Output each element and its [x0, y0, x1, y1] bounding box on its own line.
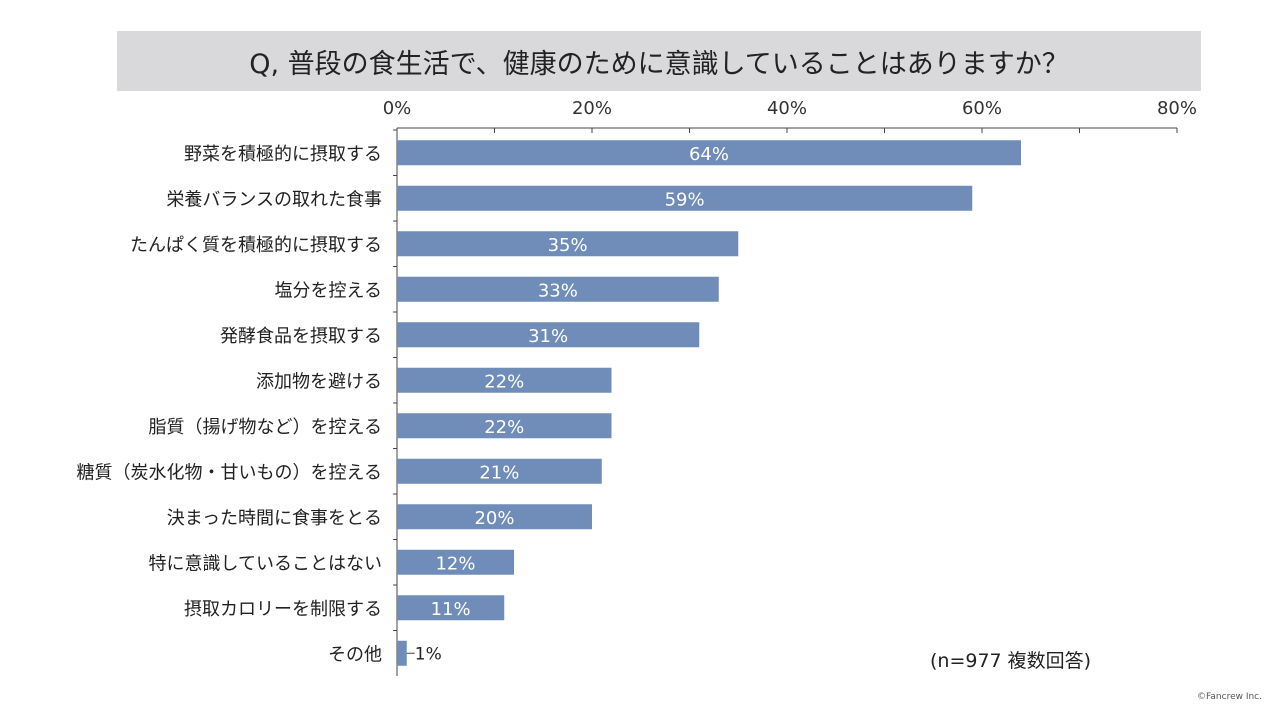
- category-label: 決まった時間に食事をとる: [167, 508, 382, 529]
- copyright: ©Fancrew Inc.: [1197, 692, 1262, 702]
- category-label: 発酵食品を摂取する: [220, 326, 382, 347]
- bar: [397, 595, 505, 621]
- value-label: 12%: [435, 553, 475, 574]
- bar: [397, 640, 407, 666]
- value-label: 21%: [479, 462, 519, 483]
- category-label: 栄養バランスの取れた食事: [166, 189, 382, 210]
- value-label: 35%: [548, 235, 588, 256]
- bar: [397, 504, 592, 530]
- category-label: その他: [328, 644, 382, 665]
- value-label: 20%: [474, 508, 514, 529]
- x-tick-label: 60%: [962, 98, 1002, 119]
- bar: [397, 549, 514, 575]
- bar: [397, 140, 1021, 166]
- value-label: 31%: [528, 326, 568, 347]
- value-label: 59%: [665, 189, 705, 210]
- x-tick-label: 0%: [383, 98, 412, 119]
- sample-note: (n=977 複数回答): [930, 650, 1092, 672]
- bar: [397, 367, 612, 393]
- value-label: 64%: [689, 144, 729, 165]
- category-label: 脂質（揚げ物など）を控える: [149, 417, 382, 438]
- category-label: 野菜を積極的に摂取する: [184, 144, 382, 165]
- bar: [397, 231, 739, 257]
- value-label: 1%: [415, 644, 442, 664]
- x-tick-label: 80%: [1157, 98, 1197, 119]
- category-label: たんぱく質を積極的に摂取する: [130, 235, 382, 256]
- value-label: 22%: [484, 417, 524, 438]
- value-label: 22%: [484, 371, 524, 392]
- value-label: 11%: [431, 599, 471, 620]
- chart-title: Q, 普段の食生活で、健康のために意識していることはありますか？: [117, 31, 1201, 91]
- category-label: 糖質（炭水化物・甘いもの）を控える: [77, 462, 382, 483]
- x-tick-label: 20%: [572, 98, 612, 119]
- bar: [397, 322, 700, 348]
- value-label: 33%: [538, 280, 578, 301]
- bar: [397, 276, 719, 302]
- bar: [397, 185, 973, 211]
- category-label: 摂取カロリーを制限する: [184, 599, 382, 620]
- bar: [397, 413, 612, 439]
- x-tick-label: 40%: [767, 98, 807, 119]
- category-label: 添加物を避ける: [256, 371, 382, 392]
- category-label: 塩分を控える: [275, 280, 382, 301]
- bar: [397, 458, 602, 484]
- category-label: 特に意識していることはない: [149, 553, 382, 574]
